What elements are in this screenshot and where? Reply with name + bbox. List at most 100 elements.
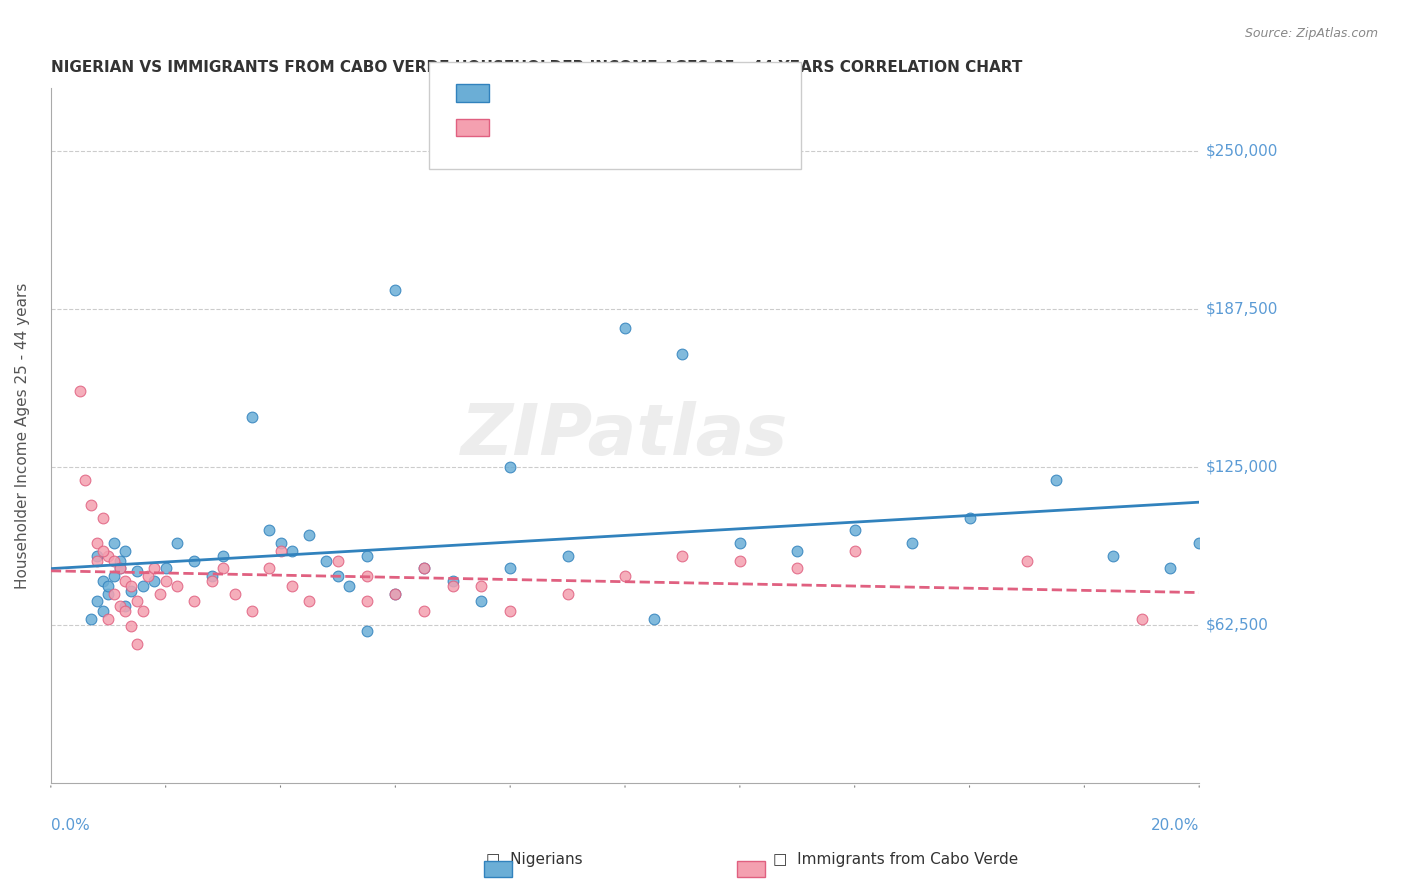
Point	[125, 594, 148, 608]
Point	[183, 594, 205, 608]
Point	[959, 510, 981, 524]
Text: 0.0%: 0.0%	[51, 818, 90, 833]
Point	[108, 561, 131, 575]
Point	[339, 579, 361, 593]
Text: $125,000: $125,000	[1206, 459, 1278, 475]
Point	[114, 574, 136, 588]
Point	[671, 346, 693, 360]
Point	[257, 561, 280, 575]
Point	[257, 524, 280, 538]
Point	[413, 561, 436, 575]
Point	[557, 549, 579, 563]
Point	[91, 510, 114, 524]
Point	[80, 498, 103, 512]
Point	[224, 586, 246, 600]
Text: $62,500: $62,500	[1206, 617, 1270, 632]
Point	[108, 599, 131, 614]
Text: □  Nigerians: □ Nigerians	[486, 852, 582, 867]
Point	[69, 384, 91, 399]
Point	[384, 284, 406, 298]
Point	[1045, 473, 1067, 487]
Point	[786, 543, 808, 558]
Text: R =  0.252   N = 52: R = 0.252 N = 52	[492, 87, 641, 101]
Point	[326, 554, 349, 568]
Point	[212, 549, 235, 563]
Point	[298, 594, 321, 608]
Point	[155, 574, 177, 588]
Point	[384, 586, 406, 600]
Point	[499, 561, 522, 575]
Point	[844, 524, 866, 538]
Point	[356, 549, 378, 563]
Point	[281, 579, 304, 593]
Text: R = -0.266   N = 51: R = -0.266 N = 51	[492, 120, 643, 135]
Point	[131, 579, 153, 593]
Point	[143, 574, 166, 588]
Point	[138, 569, 160, 583]
Point	[114, 599, 136, 614]
Point	[149, 586, 172, 600]
Point	[671, 549, 693, 563]
Point	[441, 579, 464, 593]
Point	[614, 321, 637, 335]
Point	[643, 612, 665, 626]
Point	[143, 561, 166, 575]
Point	[1015, 554, 1038, 568]
Point	[1130, 612, 1153, 626]
Point	[91, 574, 114, 588]
Point	[270, 536, 292, 550]
Point	[413, 604, 436, 618]
Point	[499, 460, 522, 475]
Point	[356, 624, 378, 639]
Y-axis label: Householder Income Ages 25 - 44 years: Householder Income Ages 25 - 44 years	[15, 283, 30, 589]
Point	[166, 579, 188, 593]
Point	[240, 604, 263, 618]
Point	[470, 579, 492, 593]
Point	[413, 561, 436, 575]
Point	[120, 619, 142, 633]
Point	[103, 554, 125, 568]
Point	[97, 586, 120, 600]
Point	[91, 543, 114, 558]
Point	[786, 561, 808, 575]
Point	[212, 561, 235, 575]
Point	[97, 612, 120, 626]
Point	[80, 612, 103, 626]
Point	[728, 536, 751, 550]
Point	[1188, 536, 1211, 550]
Point	[166, 536, 188, 550]
Point	[91, 604, 114, 618]
Text: □  Immigrants from Cabo Verde: □ Immigrants from Cabo Verde	[773, 852, 1018, 867]
Text: NIGERIAN VS IMMIGRANTS FROM CABO VERDE HOUSEHOLDER INCOME AGES 25 - 44 YEARS COR: NIGERIAN VS IMMIGRANTS FROM CABO VERDE H…	[51, 60, 1022, 75]
Point	[103, 569, 125, 583]
Point	[384, 586, 406, 600]
Point	[125, 637, 148, 651]
Point	[326, 569, 349, 583]
Point	[1102, 549, 1125, 563]
Point	[120, 584, 142, 599]
Point	[155, 561, 177, 575]
Point	[844, 543, 866, 558]
Point	[281, 543, 304, 558]
Text: Source: ZipAtlas.com: Source: ZipAtlas.com	[1244, 27, 1378, 40]
Point	[441, 574, 464, 588]
Point	[201, 574, 224, 588]
Point	[86, 549, 108, 563]
Point	[614, 569, 637, 583]
Point	[1159, 561, 1181, 575]
Point	[114, 604, 136, 618]
Text: $250,000: $250,000	[1206, 144, 1278, 159]
Point	[108, 554, 131, 568]
Point	[499, 604, 522, 618]
Point	[183, 554, 205, 568]
Point	[125, 564, 148, 578]
Point	[901, 536, 924, 550]
Point	[131, 604, 153, 618]
Point	[315, 554, 337, 568]
Text: ZIPatlas: ZIPatlas	[461, 401, 789, 470]
Point	[86, 594, 108, 608]
Point	[86, 554, 108, 568]
Point	[120, 579, 142, 593]
Point	[356, 569, 378, 583]
Point	[108, 561, 131, 575]
